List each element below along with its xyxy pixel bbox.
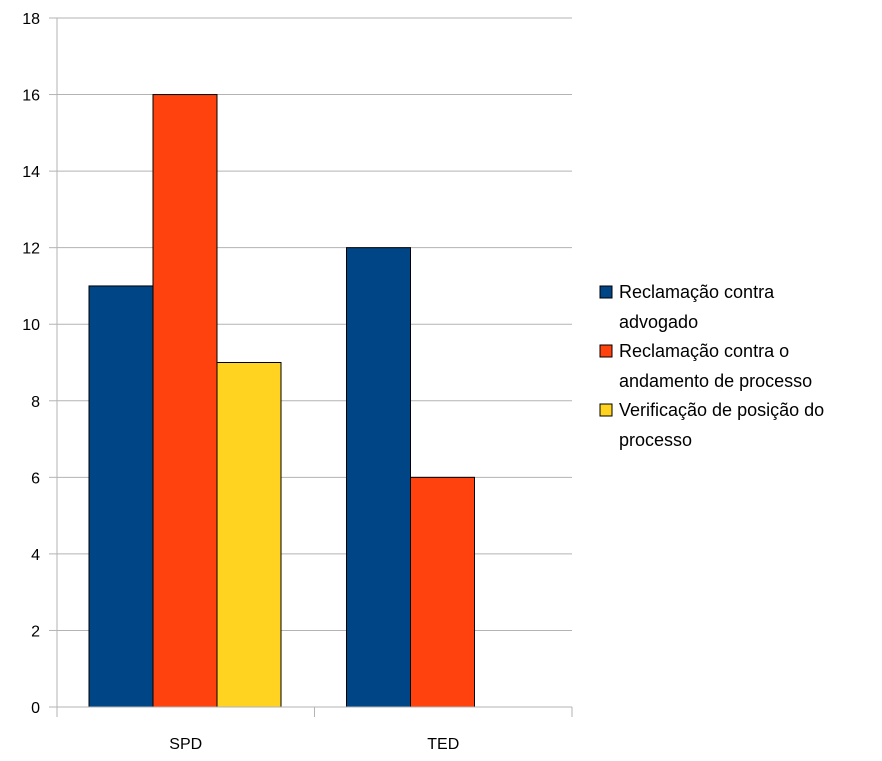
legend: Reclamação contra advogado Reclamação cont… — [599, 282, 824, 450]
legend-label: Verificação de posição do — [619, 400, 824, 420]
bar-spd-series-2 — [152, 94, 218, 708]
legend-label: andamento de processo — [619, 371, 812, 391]
legend-swatch — [599, 403, 613, 417]
legend-label: Reclamação contra o — [619, 341, 789, 361]
legend-label: processo — [619, 430, 692, 450]
y-tick-label: 0 — [31, 700, 40, 717]
legend-swatch — [599, 344, 613, 358]
legend-swatch — [599, 285, 613, 299]
bar-ted-series-1 — [346, 247, 411, 708]
legend-label: advogado — [619, 312, 698, 332]
y-tick-label: 12 — [22, 241, 40, 258]
y-tick-label: 2 — [31, 623, 40, 640]
y-tick-label: 18 — [22, 11, 40, 28]
bars — [88, 94, 475, 708]
y-tick-label: 10 — [22, 317, 40, 334]
y-tick-label: 16 — [22, 88, 40, 105]
y-tick-label: 4 — [31, 547, 40, 564]
x-tick-label: SPD — [169, 736, 202, 753]
legend-label: Reclamação contra — [619, 282, 775, 302]
y-tick-label: 6 — [31, 470, 40, 487]
bar-spd-series-1 — [88, 285, 154, 708]
y-tick-label: 14 — [22, 164, 40, 181]
y-tick-label: 8 — [31, 394, 40, 411]
axes: 0 2 4 6 8 10 12 14 16 18 SPD TED — [22, 11, 573, 753]
bar-ted-series-2 — [410, 476, 475, 708]
bar-spd-series-3 — [216, 362, 282, 708]
x-tick-label: TED — [427, 736, 459, 753]
